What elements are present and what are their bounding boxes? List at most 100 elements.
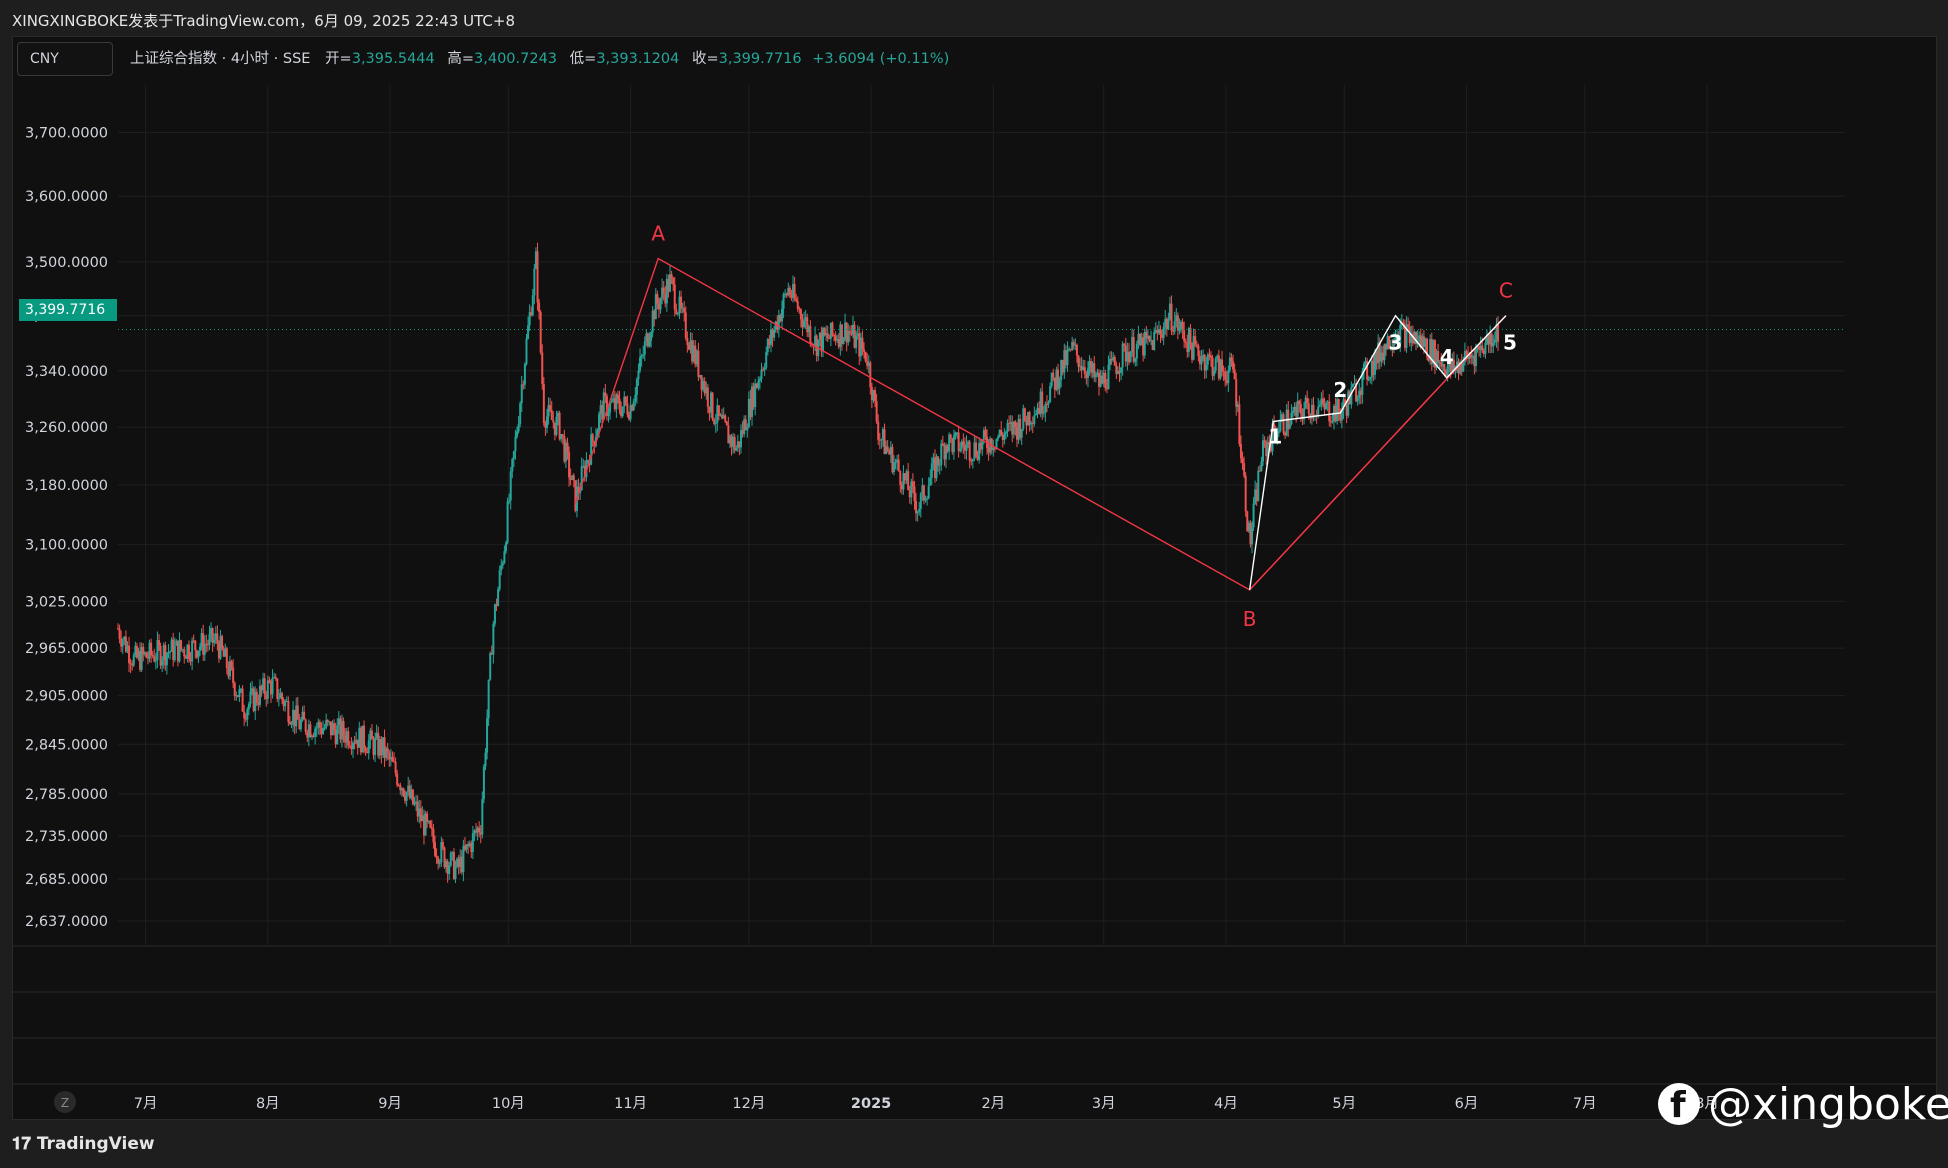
candle-body	[296, 705, 299, 720]
candle-body	[1276, 433, 1279, 441]
candle-body	[1459, 361, 1462, 374]
candle-body	[322, 728, 325, 734]
candle-body	[836, 339, 839, 341]
candle-body	[580, 466, 583, 491]
candle-body	[1378, 342, 1381, 362]
candle-body	[516, 431, 519, 437]
candle-body	[990, 438, 993, 451]
currency-button[interactable]: CNY	[17, 42, 113, 76]
candle-body	[921, 485, 924, 494]
candle-body	[263, 678, 266, 695]
candle-body	[517, 424, 520, 432]
candle-body	[982, 430, 985, 440]
candle-body	[1023, 408, 1026, 421]
candle-body	[1172, 330, 1175, 332]
candle-body	[1446, 366, 1449, 376]
candle-body	[432, 829, 435, 843]
candle-body	[273, 676, 276, 678]
x-tick-label: 7月	[1573, 1096, 1597, 1112]
candle-body	[659, 298, 662, 310]
close-value: 3,399.7716	[718, 51, 802, 67]
candle-body	[520, 384, 523, 404]
candle-body	[820, 332, 823, 352]
candle-body	[1307, 403, 1310, 414]
candle-body	[361, 725, 364, 753]
candle-body	[615, 394, 618, 410]
tradingview-logo[interactable]: 𝟏𝟕 TradingView	[12, 1134, 155, 1154]
candle-body	[754, 383, 757, 408]
x-tick-label: 7月	[134, 1096, 158, 1112]
candle-body	[877, 421, 880, 440]
y-tick-label: 3,600.0000	[25, 189, 108, 205]
candle-body	[344, 735, 347, 743]
candle-body	[908, 490, 911, 498]
candle-body	[777, 315, 780, 330]
candle-body	[183, 649, 186, 657]
candle-body	[549, 405, 552, 411]
candle-body	[142, 646, 145, 655]
candle-body	[632, 401, 635, 411]
candle-body	[1187, 328, 1190, 352]
candle-body	[219, 636, 222, 659]
candle-body	[566, 442, 569, 452]
candle-body	[348, 745, 351, 747]
candle-body	[1262, 440, 1265, 462]
candle-body	[788, 287, 791, 296]
candle-body	[325, 720, 328, 728]
candle-body	[954, 432, 957, 436]
candle-body	[132, 655, 135, 666]
candle-body	[915, 501, 918, 514]
candle-body	[572, 475, 575, 481]
candle-body	[258, 685, 261, 705]
candle-body	[1385, 344, 1388, 350]
candle-body	[1269, 444, 1272, 452]
candle-body	[1301, 413, 1304, 420]
candle-body	[621, 406, 624, 417]
candle-body	[1061, 360, 1064, 373]
candle-body	[1058, 380, 1061, 389]
candle-body	[228, 661, 231, 677]
chart-panel[interactable]	[12, 36, 1937, 1120]
candle-body	[531, 295, 534, 316]
candle-body	[1293, 406, 1296, 411]
candle-body	[1214, 358, 1217, 371]
candle-body	[1358, 390, 1361, 399]
candle-body	[257, 702, 260, 705]
candle-body	[1418, 335, 1421, 340]
candle-body	[514, 436, 517, 452]
candle-body	[751, 386, 754, 418]
candle-body	[454, 866, 457, 880]
candle-body	[799, 309, 802, 320]
candle-body	[891, 446, 894, 473]
candle-body	[1094, 374, 1097, 378]
candle-body	[866, 361, 869, 366]
candle-body	[933, 457, 936, 479]
candle-body	[473, 830, 476, 834]
candle-body	[653, 310, 656, 320]
candle-body	[1159, 329, 1162, 335]
candle-body	[1104, 372, 1107, 388]
candle-body	[233, 682, 236, 696]
candle-body	[1295, 406, 1298, 417]
candle-body	[722, 415, 725, 419]
candle-body	[698, 375, 701, 377]
candle-body	[676, 313, 679, 315]
high-value: 3,400.7243	[474, 51, 558, 67]
candle-body	[424, 813, 427, 836]
candle-body	[277, 698, 280, 700]
candle-body	[755, 383, 758, 389]
candle-body	[217, 643, 220, 659]
candle-body	[837, 339, 840, 347]
candle-body	[117, 628, 119, 630]
candle-body	[139, 650, 142, 670]
candle-body	[700, 375, 703, 390]
candle-body	[1039, 391, 1042, 414]
candle-body	[645, 333, 648, 342]
candle-body	[733, 437, 736, 451]
candle-body	[333, 723, 336, 731]
candle-body	[1299, 403, 1302, 414]
candle-body	[599, 405, 602, 415]
candle-body	[206, 644, 209, 646]
candle-body	[1336, 399, 1339, 422]
